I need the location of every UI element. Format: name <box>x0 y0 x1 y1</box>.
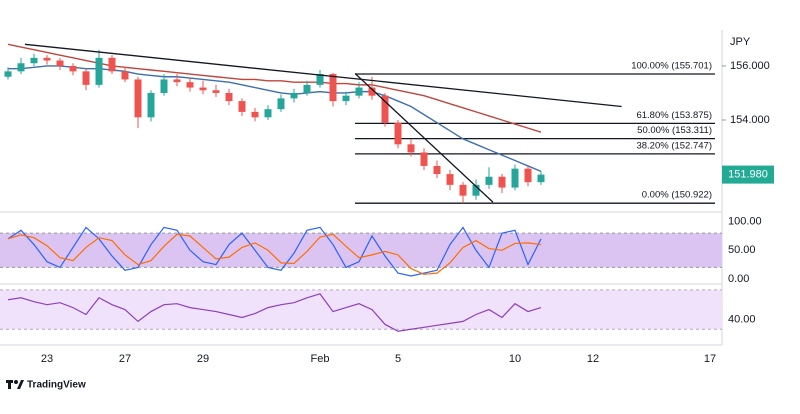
brand: TradingView <box>27 380 86 391</box>
fib-label: 38.20% (152.747) <box>636 140 712 151</box>
candle-body <box>381 95 389 123</box>
rsi-line <box>7 293 542 332</box>
candle-body <box>82 71 90 85</box>
fib-label: 61.80% (153.875) <box>636 110 712 121</box>
candle-body <box>186 82 194 88</box>
candle-body <box>355 87 363 96</box>
candle-body <box>147 92 155 118</box>
fib-label: 0.00% (150.922) <box>642 190 712 201</box>
stoch-line <box>7 226 542 277</box>
candle-body <box>56 60 64 66</box>
candle-body <box>420 152 428 166</box>
candle-body <box>225 92 233 102</box>
stoch-tick-label: 0.00 <box>728 273 749 285</box>
fib-label: 100.00% (155.701) <box>631 61 712 72</box>
candle-body <box>472 184 480 196</box>
x-tick-label: 12 <box>587 353 599 365</box>
candle-body <box>238 101 246 112</box>
candle-body <box>446 174 454 185</box>
candle-body <box>537 174 545 183</box>
candle-body <box>459 184 467 196</box>
x-tick-label: 23 <box>41 353 53 365</box>
stoch-line <box>7 233 542 275</box>
candle-body <box>394 122 402 145</box>
candle-body <box>277 98 285 110</box>
x-tick-label: 5 <box>395 353 401 365</box>
candle-body <box>30 57 38 64</box>
stoch-tick-label: 50.00 <box>728 244 756 256</box>
currency-label: JPY <box>730 36 751 48</box>
candle-body <box>407 144 415 153</box>
brand-logo <box>6 380 24 389</box>
candle-body <box>43 57 51 61</box>
candle-body <box>173 79 181 83</box>
trendline <box>24 43 622 108</box>
last-price-label: 151.980 <box>728 169 768 181</box>
candle-body <box>368 87 376 96</box>
rsi-tick-label: 40.00 <box>728 313 756 325</box>
candle-body <box>498 176 506 188</box>
x-tick-label: 10 <box>509 353 521 365</box>
candle-body <box>290 92 298 99</box>
x-tick-label: 27 <box>119 353 131 365</box>
candle-body <box>303 84 311 93</box>
candle-body <box>160 79 168 93</box>
y-tick-label: 154.000 <box>730 114 770 126</box>
candle-body <box>95 57 103 85</box>
candle-body <box>329 74 337 102</box>
rsi-band <box>0 289 722 330</box>
candle-body <box>212 90 220 93</box>
stoch-tick-label: 100.00 <box>728 216 762 228</box>
y-tick-label: 156.000 <box>730 60 770 72</box>
candle-body <box>251 111 259 118</box>
candle-body <box>69 65 77 72</box>
candle-body <box>485 176 493 185</box>
candle-body <box>342 95 350 102</box>
candle-body <box>134 79 142 118</box>
candle-body <box>199 87 207 91</box>
candle-body <box>4 71 12 77</box>
x-tick-label: 17 <box>704 353 716 365</box>
candle-body <box>524 168 532 183</box>
candle-body <box>108 57 116 72</box>
candle-body <box>316 74 324 85</box>
x-tick-label: 29 <box>197 353 209 365</box>
fib-label: 50.00% (153.311) <box>637 125 712 136</box>
candle-body <box>264 109 272 118</box>
candle-body <box>121 71 129 80</box>
x-tick-label: Feb <box>311 353 330 365</box>
candle-body <box>17 63 25 72</box>
candle-body <box>511 168 519 188</box>
last-price-tag <box>722 165 774 184</box>
candle-body <box>433 165 441 175</box>
trendline <box>354 73 494 203</box>
